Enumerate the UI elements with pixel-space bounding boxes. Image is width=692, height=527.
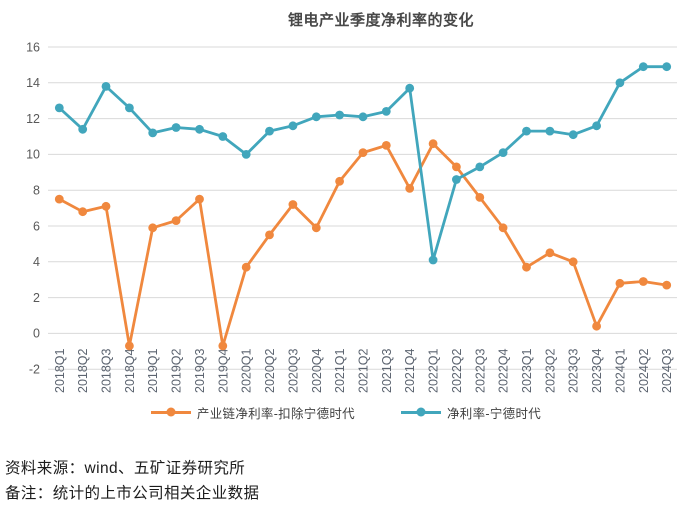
svg-text:2023Q1: 2023Q1 bbox=[520, 348, 534, 393]
svg-text:2021Q2: 2021Q2 bbox=[357, 348, 371, 393]
svg-text:2019Q2: 2019Q2 bbox=[170, 348, 184, 393]
svg-text:2018Q3: 2018Q3 bbox=[100, 348, 114, 393]
svg-text:6: 6 bbox=[33, 219, 40, 233]
legend-label-industry-chain: 产业链净利率-扣除宁德时代 bbox=[196, 406, 355, 421]
svg-text:2023Q4: 2023Q4 bbox=[590, 348, 604, 393]
legend-item-industry-chain: 产业链净利率-扣除宁德时代 bbox=[150, 403, 355, 422]
legend-item-catl: 净利率-宁德时代 bbox=[401, 403, 541, 422]
svg-text:2020Q1: 2020Q1 bbox=[240, 348, 254, 393]
svg-text:2019Q1: 2019Q1 bbox=[146, 348, 160, 393]
svg-text:2022Q4: 2022Q4 bbox=[497, 348, 511, 393]
svg-text:12: 12 bbox=[26, 112, 40, 126]
legend-line-dot-marker-orange bbox=[150, 407, 191, 417]
svg-text:2018Q2: 2018Q2 bbox=[76, 348, 90, 393]
svg-text:2021Q3: 2021Q3 bbox=[380, 348, 394, 393]
svg-text:2020Q3: 2020Q3 bbox=[286, 348, 300, 393]
svg-text:14: 14 bbox=[26, 76, 40, 90]
svg-text:2: 2 bbox=[33, 291, 40, 305]
svg-text:2022Q3: 2022Q3 bbox=[473, 348, 487, 393]
svg-text:4: 4 bbox=[33, 255, 40, 269]
svg-text:2022Q1: 2022Q1 bbox=[427, 348, 441, 393]
svg-text:2023Q2: 2023Q2 bbox=[543, 348, 557, 393]
svg-text:2024Q3: 2024Q3 bbox=[660, 348, 674, 393]
svg-text:2020Q4: 2020Q4 bbox=[310, 348, 324, 393]
chart-title: 锂电产业季度净利率的变化 bbox=[287, 12, 474, 29]
svg-text:10: 10 bbox=[26, 148, 40, 162]
svg-text:2018Q1: 2018Q1 bbox=[53, 348, 67, 393]
svg-text:2021Q4: 2021Q4 bbox=[403, 348, 417, 393]
chart-svg: 16 14 12 10 8 6 4 2 0 -2 2018Q1 2018Q2 2018Q3 2018Q4 2… bbox=[26, 40, 677, 393]
svg-text:-2: -2 bbox=[29, 363, 40, 377]
chart-legend: 产业链净利率-扣除宁德时代 净利率-宁德时代 bbox=[0, 400, 692, 424]
svg-text:2024Q1: 2024Q1 bbox=[613, 348, 627, 393]
svg-text:2021Q1: 2021Q1 bbox=[333, 348, 347, 393]
svg-text:16: 16 bbox=[26, 40, 40, 54]
chart-footnotes: 资料来源：wind、五矿证券研究所 备注：统计的上市公司相关企业数据 bbox=[0, 456, 692, 506]
svg-text:8: 8 bbox=[33, 184, 40, 198]
legend-label-catl: 净利率-宁德时代 bbox=[447, 406, 542, 421]
svg-text:2018Q4: 2018Q4 bbox=[123, 348, 137, 393]
footnote-note: 备注：统计的上市公司相关企业数据 bbox=[5, 485, 260, 502]
svg-text:2019Q3: 2019Q3 bbox=[193, 348, 207, 393]
legend-line-dot-marker-teal bbox=[401, 407, 441, 417]
svg-text:0: 0 bbox=[33, 327, 40, 341]
svg-text:2019Q4: 2019Q4 bbox=[216, 348, 230, 393]
svg-text:2023Q3: 2023Q3 bbox=[567, 348, 581, 393]
svg-text:2020Q2: 2020Q2 bbox=[263, 348, 277, 393]
footnote-source: 资料来源：wind、五矿证券研究所 bbox=[5, 460, 246, 477]
svg-text:2022Q2: 2022Q2 bbox=[450, 348, 464, 393]
svg-text:2024Q2: 2024Q2 bbox=[637, 348, 651, 393]
